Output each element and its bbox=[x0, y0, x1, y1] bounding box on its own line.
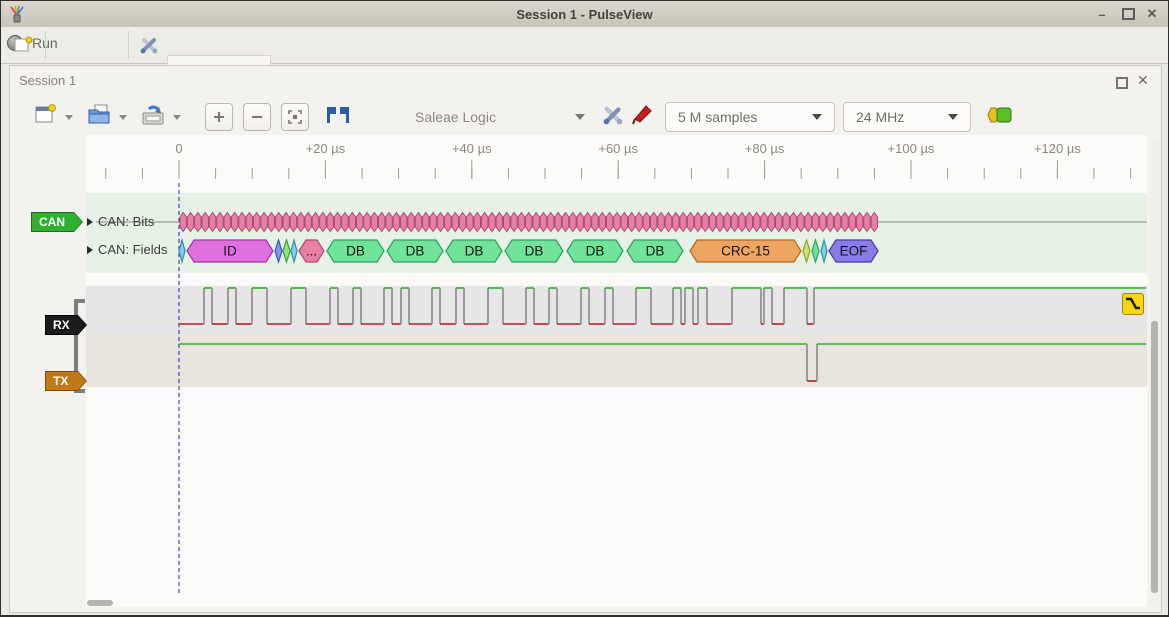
zoom-out-button[interactable] bbox=[243, 103, 271, 131]
tag-label: TX bbox=[46, 372, 86, 390]
new-file-dropdown[interactable] bbox=[65, 114, 73, 120]
run-label: Run bbox=[32, 35, 58, 51]
minus-icon bbox=[252, 116, 262, 118]
wrench-screwdriver-icon bbox=[140, 38, 158, 54]
horizontal-scrollbar-handle[interactable] bbox=[87, 600, 113, 606]
chevron-down-icon bbox=[575, 114, 585, 120]
sample-rate-select[interactable]: 24 MHz bbox=[843, 102, 971, 132]
sample-count-select[interactable]: 5 M samples bbox=[665, 102, 835, 132]
configure-device-button[interactable] bbox=[601, 103, 625, 132]
dock-title: Session 1 bbox=[19, 73, 77, 88]
chevron-down-icon bbox=[812, 114, 822, 120]
open-button[interactable] bbox=[87, 103, 111, 132]
save-icon bbox=[142, 105, 164, 124]
vertical-scrollbar-handle[interactable] bbox=[1151, 321, 1158, 593]
rx-trigger-falling-edge-icon[interactable] bbox=[1122, 293, 1144, 315]
save-dropdown[interactable] bbox=[173, 114, 181, 120]
app-icon bbox=[10, 5, 24, 23]
zoom-fit-button[interactable] bbox=[281, 103, 309, 131]
channel-tag-rx[interactable]: RX bbox=[45, 315, 87, 335]
open-dropdown[interactable] bbox=[119, 114, 127, 120]
add-decoder-button[interactable] bbox=[987, 106, 1013, 129]
tag-label: CAN bbox=[32, 213, 82, 231]
zoom-in-button[interactable] bbox=[205, 103, 233, 131]
window-title: Session 1 - PulseView bbox=[516, 6, 653, 22]
dock-float-button[interactable] bbox=[1116, 77, 1128, 89]
probe-icon bbox=[632, 104, 652, 124]
new-session-button[interactable] bbox=[13, 35, 33, 55]
new-file-button[interactable] bbox=[33, 103, 57, 132]
dock-close-button[interactable]: ✕ bbox=[1137, 72, 1149, 88]
row-label-can-bits[interactable]: CAN: Bits bbox=[98, 214, 155, 229]
channels-probe-button[interactable] bbox=[631, 103, 655, 132]
sample-rate-value: 24 MHz bbox=[856, 109, 905, 125]
tx-trace-background bbox=[86, 334, 1147, 387]
channel-tag-tx[interactable]: TX bbox=[45, 371, 87, 391]
titlebar[interactable]: Session 1 - PulseView – ✕ bbox=[1, 1, 1168, 28]
maximize-button[interactable] bbox=[1116, 1, 1140, 27]
open-folder-icon bbox=[88, 104, 110, 123]
device-name: Saleae Logic bbox=[415, 109, 496, 125]
save-button[interactable] bbox=[141, 103, 165, 132]
show-cursors-button[interactable] bbox=[325, 106, 351, 129]
new-session-icon bbox=[14, 36, 33, 52]
cursor-flags-icon bbox=[327, 106, 349, 123]
chevron-down-icon bbox=[948, 114, 958, 120]
new-file-icon bbox=[35, 103, 56, 122]
decoder-tag-can[interactable]: CAN bbox=[31, 212, 83, 232]
expander-can-bits[interactable] bbox=[87, 218, 93, 226]
maximize-icon bbox=[1121, 8, 1135, 20]
settings-button[interactable] bbox=[137, 33, 161, 57]
zoom-fit-icon bbox=[288, 110, 302, 124]
main-toolbar: Run Session 1 ✕ bbox=[1, 27, 1168, 89]
row-label-can-fields[interactable]: CAN: Fields bbox=[98, 242, 168, 257]
decoder-icon bbox=[987, 107, 1012, 122]
decoder-row-background bbox=[86, 193, 1147, 273]
session-toolbar: Saleae Logic 5 M samples 24 MHz bbox=[11, 99, 1161, 135]
wrench-screwdriver-icon bbox=[603, 106, 623, 124]
device-selector[interactable]: Saleae Logic bbox=[415, 109, 585, 125]
minimize-button[interactable]: – bbox=[1098, 6, 1106, 22]
plus-icon bbox=[214, 112, 224, 122]
toolbar-separator bbox=[128, 31, 129, 59]
expander-can-fields[interactable] bbox=[87, 246, 93, 254]
toolbar-separator bbox=[45, 31, 46, 59]
sample-count-value: 5 M samples bbox=[678, 109, 758, 125]
rx-trace-background bbox=[86, 286, 1147, 334]
tag-label: RX bbox=[46, 316, 86, 334]
close-button[interactable]: ✕ bbox=[1146, 6, 1158, 21]
